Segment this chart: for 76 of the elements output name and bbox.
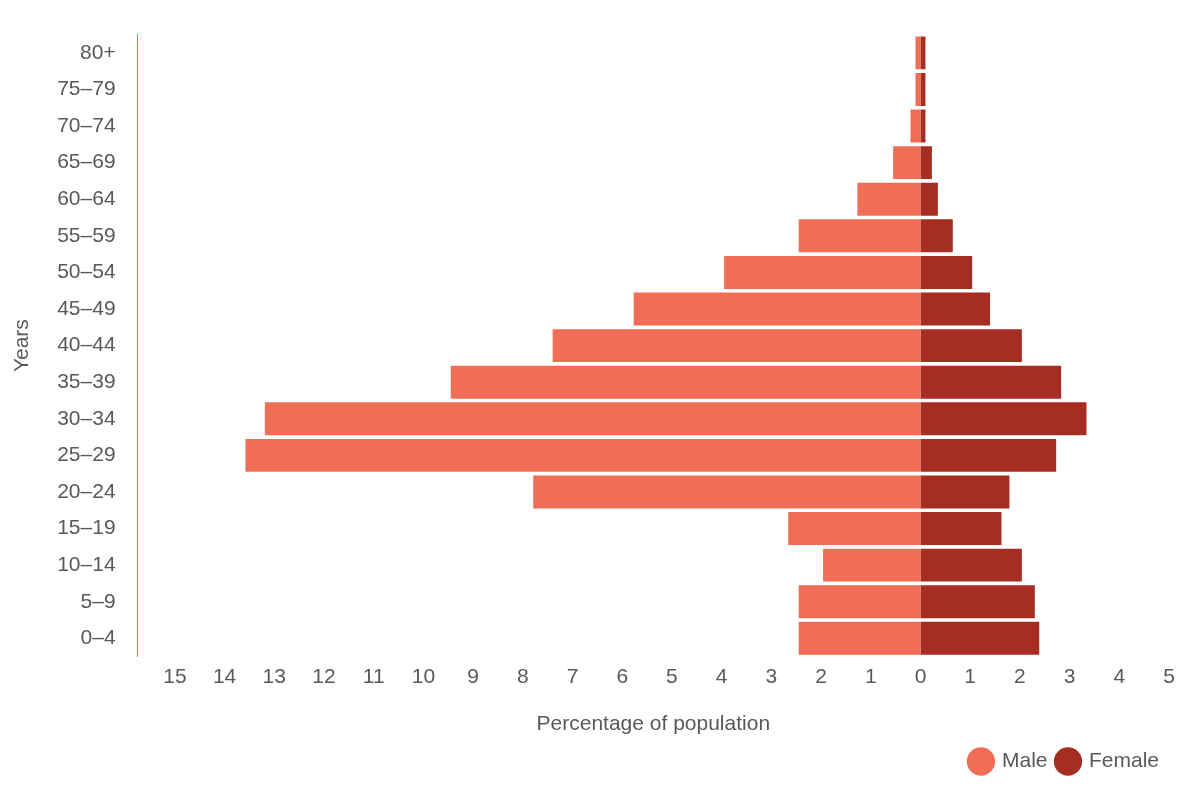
bar <box>552 329 921 363</box>
y-tick-label: 55–59 <box>57 222 116 246</box>
y-tick-label: 75–79 <box>57 76 116 100</box>
bar <box>920 255 973 289</box>
y-tick-label: 10–14 <box>57 551 116 575</box>
x-tick-label: 5 <box>1163 664 1175 687</box>
bar <box>633 292 921 326</box>
bar <box>724 255 921 289</box>
x-tick-label: 5 <box>666 664 678 687</box>
bar <box>788 512 921 546</box>
bar <box>920 621 1040 655</box>
y-tick-label: 70–74 <box>57 112 116 136</box>
x-tick-label: 4 <box>1113 664 1126 687</box>
x-tick-label: 9 <box>467 664 479 687</box>
x-tick-label: 11 <box>362 664 385 687</box>
y-tick-label: 50–54 <box>57 259 116 283</box>
bar <box>920 402 1087 436</box>
bar <box>823 548 921 582</box>
bar <box>920 475 1010 509</box>
x-tick-label: 2 <box>815 664 827 687</box>
bar <box>920 292 991 326</box>
bar <box>857 182 921 216</box>
x-tick-label: 8 <box>516 664 529 687</box>
x-tick-label: 10 <box>411 664 436 687</box>
bar <box>920 548 1022 582</box>
y-tick-label: 65–69 <box>57 149 116 173</box>
x-tick-label: 14 <box>212 664 237 687</box>
y-tick-label: 45–49 <box>57 295 116 319</box>
legend-label: Female <box>1088 748 1160 772</box>
y-tick-label: 5–9 <box>80 588 116 612</box>
bar <box>920 73 926 106</box>
x-tick-label: 1 <box>964 664 977 687</box>
x-tick-label: 0 <box>914 664 927 687</box>
x-axis-title: Percentage of population <box>536 711 771 735</box>
bar <box>798 219 921 253</box>
x-tick-label: 6 <box>616 664 629 687</box>
x-tick-label: 7 <box>566 664 579 687</box>
bar <box>920 219 953 253</box>
y-tick-label: 15–19 <box>57 515 116 539</box>
bar <box>920 438 1057 472</box>
x-tick-label: 3 <box>1063 664 1076 687</box>
bar <box>910 109 921 143</box>
legend-label: Male <box>1001 748 1048 772</box>
bar <box>920 146 932 180</box>
y-tick-label: 20–24 <box>57 478 116 502</box>
bar <box>920 329 1022 363</box>
bar <box>920 109 926 143</box>
bar <box>533 475 921 509</box>
bar <box>893 146 921 180</box>
bar <box>915 36 921 70</box>
y-tick-label: 25–29 <box>57 442 116 466</box>
x-tick-label: 15 <box>163 664 187 687</box>
y-tick-label: 35–39 <box>57 368 116 392</box>
y-tick-label: 40–44 <box>57 332 116 356</box>
x-tick-label: 3 <box>765 664 778 687</box>
x-tick-label: 1 <box>864 664 877 687</box>
y-tick-label: 0–4 <box>80 625 116 649</box>
bar <box>920 182 938 216</box>
bar <box>798 585 921 619</box>
bar <box>245 438 921 472</box>
bar <box>798 621 921 655</box>
bar <box>915 73 921 106</box>
bar <box>920 512 1002 546</box>
x-tick-label: 13 <box>262 664 286 687</box>
x-tick-label: 2 <box>1014 664 1026 687</box>
bar <box>920 36 926 70</box>
y-tick-label: 80+ <box>79 39 116 63</box>
bar <box>920 585 1035 619</box>
x-tick-label: 4 <box>715 664 728 687</box>
y-tick-label: 60–64 <box>57 186 116 210</box>
y-tick-label: 30–34 <box>57 405 116 429</box>
bar <box>920 365 1062 399</box>
y-axis-title: Years <box>9 319 33 373</box>
bar <box>264 402 921 436</box>
bar <box>450 365 921 399</box>
x-tick-label: 12 <box>312 664 336 687</box>
